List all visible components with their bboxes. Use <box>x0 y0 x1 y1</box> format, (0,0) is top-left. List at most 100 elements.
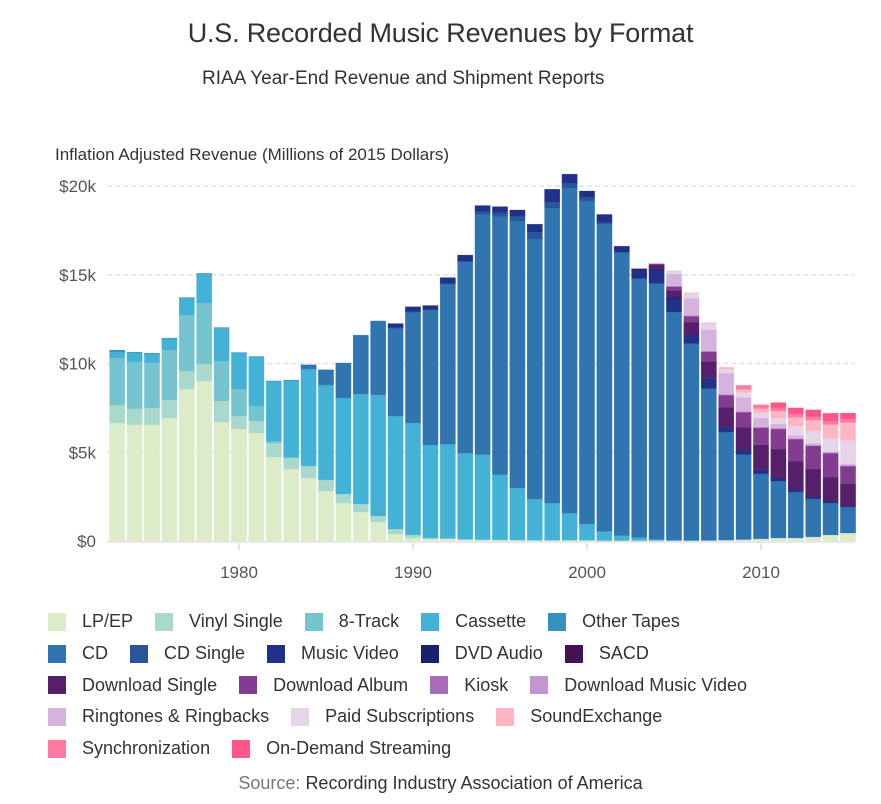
legend-item[interactable]: Music Video <box>267 643 399 664</box>
legend-item[interactable]: SoundExchange <box>496 706 662 727</box>
source-label: Source: <box>238 773 301 793</box>
bar-segment <box>300 364 317 370</box>
bar-segment <box>422 309 439 311</box>
bar-segment <box>370 521 387 542</box>
bar-segment <box>439 283 456 285</box>
bar-segment <box>178 297 195 316</box>
legend-swatch <box>496 707 515 726</box>
legend-item[interactable]: Download Music Video <box>530 675 747 696</box>
bar-stack-1977 <box>178 297 195 542</box>
bar-segment <box>787 435 804 439</box>
bar-segment <box>370 320 387 396</box>
bar-stack-1999 <box>561 173 578 542</box>
bar-segment <box>683 298 700 316</box>
bar-segment <box>683 321 700 335</box>
legend-item[interactable]: Cassette <box>421 611 526 632</box>
bar-segment <box>735 411 752 413</box>
bar-segment <box>526 231 543 240</box>
bar-segment <box>613 245 630 253</box>
legend-item[interactable]: On-Demand Streaming <box>232 738 451 759</box>
legend-swatch <box>232 739 251 758</box>
bar-segment <box>631 278 648 538</box>
bar-segment <box>753 412 769 419</box>
bar-stack-1986 <box>335 362 352 542</box>
bar-segment <box>700 378 717 389</box>
legend-item[interactable]: Vinyl Single <box>155 611 283 632</box>
bar-segment <box>352 503 369 513</box>
bar-segment <box>474 214 491 455</box>
bar-segment <box>509 540 526 542</box>
bar-segment <box>579 196 595 202</box>
legend-item[interactable]: Paid Subscriptions <box>291 706 474 727</box>
bar-stack-1991 <box>422 305 439 542</box>
legend-label: Ringtones & Ringbacks <box>82 706 270 727</box>
bar-segment <box>509 487 526 541</box>
bar-stack-2000 <box>579 190 595 542</box>
bar-segment <box>787 407 804 415</box>
bar-segment <box>231 352 247 354</box>
legend-item[interactable]: CD <box>48 643 108 664</box>
legend-swatch <box>48 612 66 631</box>
bar-segment <box>318 369 334 386</box>
bar-segment <box>387 323 404 328</box>
legend-label: LP/EP <box>82 611 134 632</box>
bar-segment <box>753 469 769 475</box>
bar-segment <box>840 412 856 420</box>
legend-item[interactable]: Ringtones & Ringbacks <box>48 706 269 727</box>
bar-segment <box>422 444 439 539</box>
bar-segment <box>631 269 648 279</box>
bar-segment <box>753 408 769 414</box>
bar-stack-1992 <box>439 277 456 542</box>
legend-swatch <box>291 707 310 726</box>
bar-stack-2006 <box>683 292 700 542</box>
bar-segment <box>213 360 230 402</box>
legend-item[interactable]: Synchronization <box>48 738 210 759</box>
bar-segment <box>161 338 178 351</box>
bar-segment <box>335 502 352 542</box>
legend-swatch <box>267 644 286 663</box>
bar-segment <box>265 381 282 442</box>
bar-segment <box>544 502 561 541</box>
legend-item[interactable]: Download Single <box>48 675 217 696</box>
legend-item[interactable]: CD Single <box>130 643 245 664</box>
bar-segment <box>735 412 752 428</box>
legend-item[interactable]: LP/EP <box>48 611 133 632</box>
bar-segment <box>666 311 682 541</box>
bar-segment <box>840 463 856 466</box>
legend-swatch <box>48 739 66 758</box>
bar-stack-2001 <box>596 214 613 542</box>
x-tick-label: 2000 <box>568 563 606 582</box>
bar-segment <box>318 490 334 542</box>
legend-label: Download Music Video <box>564 674 747 695</box>
bar-segment <box>439 277 456 284</box>
bar-segment <box>770 423 787 429</box>
legend-swatch <box>304 612 323 631</box>
bar-segment <box>718 368 735 374</box>
bar-segment <box>126 351 143 354</box>
bar-segment <box>596 224 613 532</box>
legend-item[interactable]: DVD Audio <box>420 643 543 664</box>
bar-segment <box>405 534 421 539</box>
legend-item[interactable]: Download Album <box>239 675 408 696</box>
bar-segment <box>770 537 787 542</box>
bar-segment <box>596 222 613 225</box>
bar-segment <box>787 491 804 539</box>
bar-segment <box>822 452 839 454</box>
bar-segment <box>109 351 126 359</box>
legend-item[interactable]: SACD <box>564 643 649 664</box>
bar-stack-1988 <box>370 320 387 542</box>
legend-item[interactable]: Kiosk <box>430 675 508 696</box>
bar-segment <box>596 531 613 541</box>
legend-item[interactable]: 8-Track <box>304 611 399 632</box>
bar-segment <box>526 223 543 233</box>
bar-segment <box>613 252 630 536</box>
legend-item[interactable]: Other Tapes <box>548 611 680 632</box>
bar-segment <box>822 452 839 478</box>
bar-segment <box>840 465 856 485</box>
bar-segment <box>683 293 700 299</box>
bar-segment <box>822 502 839 536</box>
bar-segment <box>822 476 839 502</box>
bar-segment <box>526 238 543 500</box>
y-tick-label: $20k <box>59 177 96 196</box>
legend-swatch <box>48 676 66 695</box>
